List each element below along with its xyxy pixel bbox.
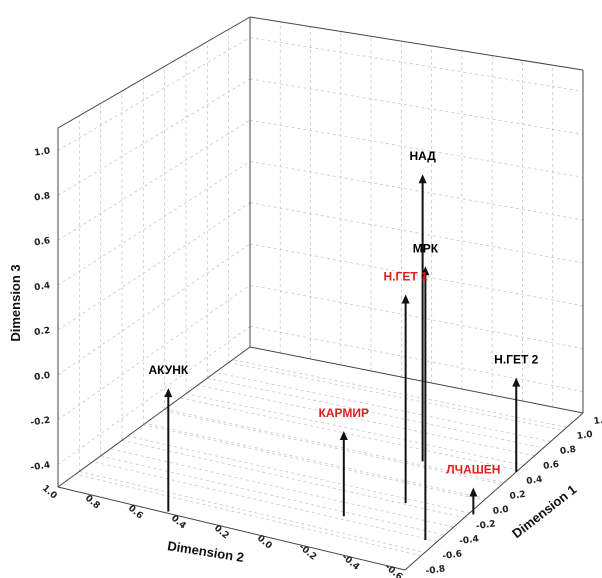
x-tick-label: 0.6 — [543, 460, 560, 472]
grid-line — [127, 435, 470, 514]
y-tick-label: -0.6 — [383, 562, 405, 578]
point-label: КАРМИР — [319, 406, 369, 420]
grid-line — [57, 243, 251, 376]
frame-edge — [249, 346, 584, 414]
point-labels: АКУНК НАД МРК Н.ГЕТ 1 Н.ГЕТ 2 КАРМИР ЛЧАШЕН — [148, 149, 538, 476]
frame-edge — [57, 16, 251, 129]
point-arrowhead — [339, 430, 348, 440]
grid-line — [249, 284, 584, 350]
grid-line — [57, 78, 251, 196]
z-tick-label: 0.6 — [34, 236, 51, 248]
frame-edge — [57, 346, 251, 488]
grid-line — [232, 359, 567, 428]
x-tick-label: 1.2 — [593, 415, 602, 427]
box-frame — [57, 16, 584, 571]
grid-line — [197, 384, 535, 457]
grid-line — [249, 78, 584, 135]
point-label: АКУНК — [148, 363, 188, 377]
y-tick-label: 0.0 — [255, 534, 274, 552]
grid-line — [207, 377, 544, 449]
x-tick-label: 0.4 — [526, 475, 543, 487]
grid-line — [100, 455, 445, 536]
axis-title-dimension-2: Dimension 2 — [166, 538, 245, 565]
frame-edge — [249, 16, 584, 71]
data-stems — [164, 174, 521, 541]
grid-line — [110, 448, 454, 528]
grid-line — [143, 424, 485, 501]
z-tick-label: 0.2 — [34, 326, 51, 338]
y-tick-label: -0.4 — [340, 552, 362, 572]
grid-line — [249, 37, 584, 92]
grid-line — [57, 202, 251, 331]
grid-line — [57, 284, 251, 421]
axis-title-dimension-3: Dimension 3 — [8, 264, 23, 341]
grid-line — [249, 243, 584, 307]
frame-edge — [57, 486, 406, 571]
x-tick-label: -0.4 — [459, 534, 480, 547]
y-tick-label: -0.2 — [297, 542, 319, 562]
point-label: Н.ГЕТ 2 — [494, 353, 538, 367]
grid-line — [75, 473, 422, 557]
y-tick-label: 0.6 — [126, 504, 145, 522]
x-tick-label: 0.2 — [509, 490, 526, 502]
y-tick-label: 0.2 — [212, 524, 231, 542]
z-tick-label: 1.0 — [34, 146, 51, 158]
point-arrowhead — [421, 266, 430, 276]
grid-line — [249, 119, 584, 178]
x-tick-label: -0.6 — [442, 549, 463, 562]
grid-line — [249, 160, 584, 221]
point-label: ЛЧАШЕН — [446, 463, 500, 477]
grid-lines — [57, 21, 584, 557]
point-arrowhead — [164, 388, 173, 398]
point-label: Н.ГЕТ 1 — [384, 269, 428, 283]
y-tick-label: 1.0 — [40, 484, 59, 502]
point-arrowhead — [512, 377, 521, 387]
x-tick-label: 0.0 — [492, 505, 509, 517]
z-tick-label: 0.8 — [34, 191, 51, 203]
x-tick-label: 0.8 — [559, 445, 576, 457]
point-arrowhead — [418, 174, 427, 184]
grid-line — [79, 471, 425, 553]
z-tick-label: -0.2 — [30, 416, 51, 429]
grid-line — [249, 325, 584, 392]
x-tick-label: -0.8 — [425, 564, 446, 577]
frame-edge — [404, 412, 584, 571]
z-tick-label: 0.0 — [34, 371, 51, 383]
x-tick-label: -0.2 — [475, 519, 496, 532]
grid-line — [185, 393, 524, 466]
grid-line — [228, 362, 564, 431]
grid-line — [249, 202, 584, 264]
grid-line — [180, 397, 519, 471]
z-tick-label: 0.4 — [34, 281, 51, 293]
grid-line — [57, 37, 251, 151]
grid-line — [57, 119, 251, 241]
point-arrowhead — [469, 487, 478, 497]
grid-line — [57, 326, 251, 465]
y-tick-label: 0.8 — [83, 494, 102, 512]
point-label: НАД — [409, 149, 436, 163]
point-label: МРК — [413, 241, 439, 255]
y-tick-label: 0.4 — [169, 514, 188, 532]
grid-line — [145, 422, 486, 500]
z-tick-label: -0.4 — [30, 461, 51, 474]
point-arrowhead — [401, 294, 410, 304]
grid-line — [121, 439, 465, 519]
grid-line — [92, 461, 438, 542]
grid-line — [162, 410, 503, 485]
grid-line — [57, 161, 251, 286]
grid-line — [164, 408, 504, 484]
x-tick-label: 1.0 — [576, 430, 593, 442]
